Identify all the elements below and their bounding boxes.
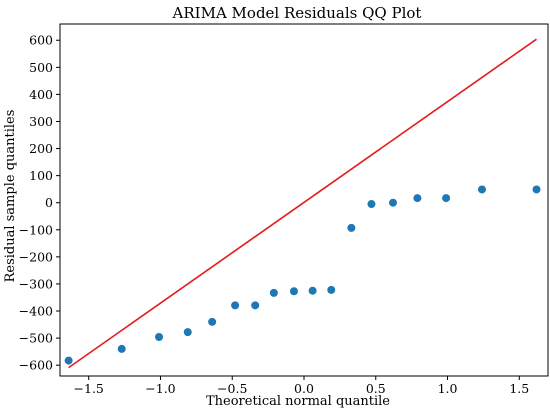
data-point — [477, 185, 486, 194]
data-point — [388, 198, 397, 207]
data-point — [308, 286, 317, 295]
y-tick-label: 500 — [29, 60, 53, 75]
y-tick-label: −400 — [19, 304, 53, 319]
data-point — [289, 287, 298, 296]
data-point — [269, 288, 278, 297]
x-tick-label: 1.5 — [509, 381, 529, 396]
y-tick-label: −200 — [19, 249, 53, 264]
data-point — [251, 301, 260, 310]
data-point — [327, 285, 336, 294]
y-tick-label: −600 — [19, 358, 53, 373]
data-point — [183, 328, 192, 337]
y-axis-label: Residual sample quantiles — [3, 110, 18, 283]
y-tick-label: −500 — [19, 331, 53, 346]
x-tick-label: −1.0 — [145, 381, 175, 396]
x-axis-label: Theoretical normal quantile — [206, 394, 390, 409]
data-point — [155, 333, 164, 342]
x-tick-label: 0.0 — [294, 381, 314, 396]
x-tick-label: −0.5 — [217, 381, 247, 396]
chart-title: ARIMA Model Residuals QQ Plot — [172, 4, 422, 22]
data-point — [347, 223, 356, 232]
y-tick-label: 200 — [29, 141, 53, 156]
reference-line — [68, 38, 537, 369]
data-point — [64, 356, 73, 365]
x-tick-label: −1.5 — [74, 381, 104, 396]
y-tick-label: 100 — [29, 168, 53, 183]
x-tick-label: 1.0 — [438, 381, 458, 396]
y-tick-label: 600 — [29, 33, 53, 48]
data-point — [208, 317, 217, 326]
y-tick-label: −100 — [19, 222, 53, 237]
y-tick-label: 300 — [29, 114, 53, 129]
y-tick-label: 400 — [29, 87, 53, 102]
y-tick-label: 0 — [45, 195, 53, 210]
data-point — [532, 185, 541, 194]
y-tick-label: −300 — [19, 276, 53, 291]
data-point — [442, 194, 451, 203]
data-point — [413, 194, 422, 203]
data-point — [117, 344, 126, 353]
data-point — [231, 301, 240, 310]
plot-area: −1.5 −1.0 −0.5 0.0 0.5 1.0 1.5 −600 −500 −400 −300… — [19, 23, 549, 396]
data-point — [367, 200, 376, 209]
x-tick-label: 0.5 — [366, 381, 386, 396]
